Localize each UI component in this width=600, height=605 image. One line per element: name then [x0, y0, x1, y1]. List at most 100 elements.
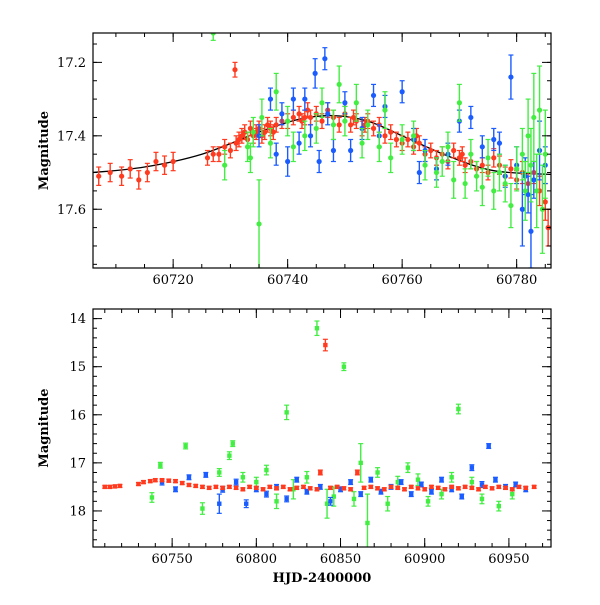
data-point-green [304, 475, 310, 480]
data-point-green [254, 479, 259, 485]
data-point-red [462, 484, 468, 490]
plot-area [102, 320, 537, 547]
data-point-red [227, 147, 233, 154]
data-point-green [351, 496, 357, 502]
data-point-red [409, 484, 414, 490]
data-point-blue [330, 147, 337, 154]
data-point-green [445, 144, 451, 150]
data-point-red [503, 485, 508, 491]
data-point-red [531, 484, 537, 490]
data-point-blue [508, 74, 514, 80]
data-point-green [425, 499, 431, 504]
data-point-red [107, 484, 113, 490]
data-point-red [273, 122, 279, 128]
data-point-red [222, 144, 228, 150]
x-tick-label: 60850 [320, 552, 361, 567]
data-point-red [265, 122, 271, 128]
data-point-green [359, 140, 365, 146]
data-point-red [141, 479, 146, 485]
data-point-red [328, 485, 333, 491]
data-point-blue [419, 482, 424, 487]
y-tick-label: 15 [69, 360, 86, 375]
data-point-blue [469, 465, 475, 470]
data-point-red [210, 151, 216, 157]
data-point-green [376, 144, 382, 150]
data-point-green [536, 107, 543, 113]
data-point-red [489, 486, 495, 491]
data-point-blue [531, 177, 537, 183]
data-point-green [222, 162, 228, 168]
data-point-red [274, 486, 279, 491]
data-point-blue [491, 136, 497, 143]
data-point-blue [328, 499, 333, 504]
data-point-red [382, 487, 387, 492]
data-point-red [294, 485, 299, 491]
data-point-red [491, 155, 497, 161]
data-point-blue [429, 489, 434, 494]
data-point-red [323, 342, 328, 348]
data-point-red [186, 482, 192, 488]
y-tick-label: 17.2 [57, 56, 86, 71]
data-point-green [365, 122, 371, 128]
data-point-blue [307, 133, 314, 139]
data-point-green [365, 520, 370, 526]
data-point-blue [256, 133, 262, 139]
data-point-red [476, 487, 481, 492]
data-point-blue [279, 111, 285, 117]
data-point-red [442, 487, 448, 492]
data-point-blue [449, 487, 454, 492]
data-point-blue [342, 100, 348, 106]
plot-frame [92, 32, 552, 269]
data-point-red [319, 118, 325, 124]
data-point-red [402, 487, 407, 492]
data-point-green [439, 491, 444, 497]
data-point-blue [284, 496, 289, 502]
data-point-red [153, 158, 159, 165]
data-point-blue [217, 501, 222, 506]
data-point-blue [322, 56, 328, 62]
data-point-blue [399, 89, 405, 95]
data-point-red [260, 487, 266, 492]
data-point-green [456, 406, 461, 412]
data-point-green [264, 467, 269, 473]
data-point-green [247, 155, 254, 161]
data-point-red [542, 199, 548, 205]
data-point-red [233, 140, 239, 146]
data-point-blue [186, 475, 192, 480]
data-point-blue [318, 484, 323, 490]
data-point-red [405, 136, 411, 143]
data-point-green [319, 100, 325, 106]
data-point-red [456, 486, 461, 491]
panel-top: 60720 60740 60760 60780 17.2 17.4 17.6 Magnitud… [37, 32, 552, 288]
data-point-blue [264, 491, 269, 497]
data-point-blue [338, 487, 343, 492]
data-point-green [158, 463, 163, 468]
data-point-blue [416, 169, 422, 176]
data-point-green [375, 470, 380, 475]
data-point-blue [302, 96, 308, 102]
data-point-red [388, 484, 394, 490]
data-point-green [302, 133, 308, 139]
data-point-red [307, 114, 314, 121]
data-point-red [483, 484, 488, 490]
data-point-green [324, 501, 330, 506]
data-point-red [180, 480, 185, 486]
data-point-red [159, 477, 165, 483]
data-point-green [273, 89, 279, 95]
data-point-red [416, 140, 422, 146]
data-point-green [230, 441, 235, 446]
data-point-red [296, 111, 302, 117]
data-point-red [523, 485, 528, 491]
data-point-green [510, 491, 515, 497]
data-point-green [433, 169, 440, 176]
data-point-green [485, 155, 491, 161]
data-point-red [200, 484, 205, 490]
data-point-green [291, 487, 296, 492]
data-point-green [314, 326, 320, 331]
data-point-red [456, 155, 462, 161]
data-point-green [411, 133, 417, 139]
data-point-blue [316, 158, 322, 165]
data-point-green [439, 158, 445, 165]
data-point-red [117, 483, 123, 489]
